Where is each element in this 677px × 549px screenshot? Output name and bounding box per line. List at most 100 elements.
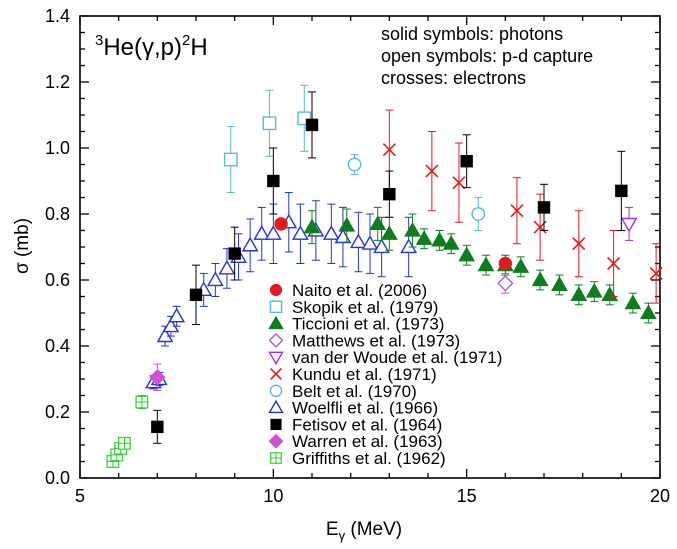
series-warren (149, 363, 166, 392)
data-point (383, 188, 396, 201)
data-point (241, 236, 259, 252)
axes: 5 10 15 20 0.0 0.2 0.4 0.6 0.8 1.0 1.2 1.4 (45, 6, 670, 506)
data-point (274, 217, 288, 231)
series-griffiths (106, 395, 149, 468)
series-van (620, 206, 638, 241)
data-point (620, 217, 638, 233)
data-point (380, 225, 398, 240)
x-tick-label: 10 (263, 486, 283, 506)
data-point (267, 174, 280, 188)
legend-item: Matthews et al. (1973) (268, 331, 460, 350)
data-point (156, 327, 174, 343)
legend-item: Skopik et al. (1979) (269, 298, 438, 317)
legend-marker (268, 332, 284, 348)
marker-stroke-b (649, 266, 663, 280)
legend-label: Griffiths et al. (1962) (292, 449, 446, 468)
legend-label: Ticcioni et al. (1973) (292, 315, 444, 334)
title-part-2: H (190, 34, 207, 61)
data-point (572, 237, 586, 251)
y-tick-label: 0.0 (45, 468, 70, 488)
data-point (477, 256, 495, 272)
data-point (334, 228, 352, 244)
legend-label: Skopik et al. (1979) (292, 298, 438, 317)
marker-stroke-b (452, 176, 466, 190)
chart-title: 3He(γ,p)2H (95, 32, 208, 61)
legend-item: Ticcioni et al. (1973) (268, 315, 444, 334)
y-tick-label: 1.4 (45, 6, 70, 26)
data-point (649, 266, 663, 280)
series-skopik (223, 84, 312, 194)
data-point (431, 231, 449, 247)
legend-label: Fetisov et al. (1964) (292, 415, 442, 434)
x-tick-label: 5 (75, 486, 85, 506)
data-point (218, 259, 236, 275)
data-point (262, 116, 277, 131)
legend-marker (268, 433, 284, 449)
legend-item: van der Woude et al. (1971) (268, 348, 502, 367)
data-point (415, 230, 433, 245)
data-point (305, 118, 319, 132)
data-point (624, 294, 642, 310)
legend-item: Griffiths et al. (1962) (270, 449, 446, 468)
data-point (471, 207, 486, 221)
series-belt (347, 154, 486, 231)
data-point (264, 225, 282, 240)
data-point (303, 218, 321, 234)
legend-item: Kundu et al. (1971) (270, 365, 437, 384)
legend-marker (268, 399, 284, 414)
legend-marker (268, 351, 284, 366)
annotation-line-3: crosses: electrons (381, 68, 526, 88)
data-point (531, 271, 549, 287)
data-point (151, 420, 164, 434)
data-point (162, 317, 180, 333)
title-superscript-2: 2 (182, 32, 190, 49)
y-axis-label: σ (mb) (12, 218, 33, 274)
data-point (253, 225, 271, 240)
series-naito (274, 217, 513, 271)
y-tick-label: 0.4 (45, 336, 70, 356)
legend-marker (269, 384, 283, 398)
data-point (570, 286, 588, 301)
data-point (497, 275, 514, 292)
data-point (585, 282, 603, 298)
marker-stroke-b (607, 256, 621, 271)
data-point (458, 246, 476, 262)
marker-stroke-b (382, 143, 396, 157)
series-ticcioni (303, 206, 657, 324)
data-point (322, 225, 340, 240)
series-kundu (382, 109, 663, 304)
y-tick-label: 0.2 (45, 402, 70, 422)
series-matthews (497, 272, 514, 294)
data-point (228, 247, 241, 260)
x-axis-label-sub: γ (339, 528, 346, 543)
x-axis-label-base: E (326, 519, 339, 540)
legend: Naito et al. (2006)Skopik et al. (1979)T… (268, 281, 502, 468)
data-point (369, 215, 387, 231)
data-point (135, 395, 149, 409)
marker-stroke-b (572, 237, 586, 251)
legend-label: Woelfli et al. (1966) (292, 399, 438, 418)
legend-label: Naito et al. (2006) (292, 281, 427, 300)
data-point (639, 304, 657, 320)
annotation-line-1: solid symbols: photons (381, 24, 563, 44)
legend-marker (270, 452, 282, 464)
legend-marker (270, 368, 282, 380)
data-point (168, 307, 186, 323)
legend-marker (269, 283, 283, 297)
title-part-1: He(γ,p) (103, 34, 182, 61)
legend-label: Kundu et al. (1971) (292, 365, 437, 384)
data-point (452, 176, 466, 190)
data-points (106, 84, 663, 468)
legend-item: Warren et al. (1963) (268, 432, 443, 451)
legend-item: Belt et al. (1970) (269, 382, 417, 401)
legend-marker (270, 418, 282, 430)
data-point (460, 155, 473, 168)
y-tick-label: 0.8 (45, 204, 70, 224)
marker-stroke-b (270, 368, 282, 380)
data-point (223, 152, 238, 167)
data-point (510, 204, 524, 218)
data-point (425, 164, 439, 178)
legend-item: Fetisov et al. (1964) (270, 415, 442, 434)
data-point (551, 276, 568, 292)
